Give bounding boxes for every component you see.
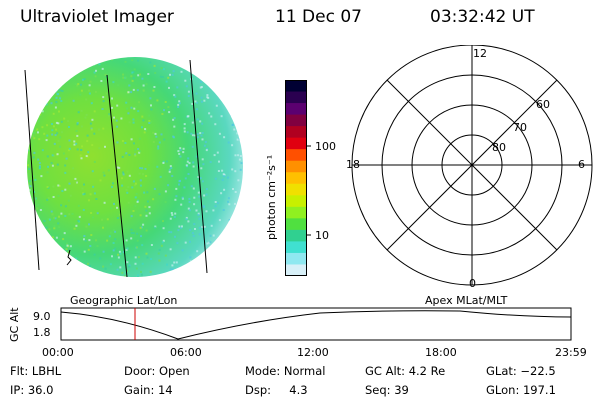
- alt-axis-label: GC Alt: [8, 307, 21, 342]
- coastline-mark: [66, 249, 72, 266]
- mlt-label-18: 18: [346, 158, 360, 171]
- time-tick-2359: 23:59: [555, 346, 587, 359]
- colorbar-segment: [285, 114, 307, 127]
- colorbar-segment: [285, 126, 307, 139]
- apex-panel-label: Apex MLat/MLT: [425, 294, 508, 307]
- image-time: 03:32:42 UT: [430, 7, 535, 27]
- lat-label-80: 80: [492, 141, 506, 154]
- image-date: 11 Dec 07: [275, 7, 362, 27]
- colorbar-segment: [285, 80, 307, 93]
- colorbar-segment: [285, 160, 307, 173]
- colorbar-segment: [285, 172, 307, 185]
- dsp-value: Dsp: 4.3: [245, 383, 308, 397]
- longitude-line: [24, 69, 40, 271]
- colorbar-segment: [285, 137, 307, 150]
- colorbar-tick-10: 10: [315, 229, 329, 242]
- time-tick-1200: 12:00: [297, 346, 329, 359]
- colorbar-segment: [285, 264, 307, 276]
- polar-mlat-mlt-grid: [351, 45, 593, 286]
- gc-alt-value: GC Alt: 4.2 Re: [365, 364, 446, 378]
- colorbar-segment: [285, 241, 307, 254]
- mlt-label-0: 0: [469, 277, 476, 290]
- lat-label-70: 70: [513, 121, 527, 134]
- lat-label-60: 60: [536, 98, 550, 111]
- mode-value: Mode: Normal: [245, 364, 326, 378]
- glon-value: GLon: 197.1: [486, 383, 556, 397]
- colorbar-segment: [285, 252, 307, 265]
- filter-value: Flt: LBHL: [10, 364, 62, 378]
- longitude-line: [106, 74, 128, 278]
- colorbar-segment: [285, 218, 307, 231]
- altitude-curve: [60, 310, 572, 340]
- colorbar-segment: [285, 149, 307, 162]
- colorbar-segment: [285, 195, 307, 208]
- door-value: Door: Open: [124, 364, 190, 378]
- longitude-line: [189, 59, 208, 274]
- time-tick-0600: 06:00: [170, 346, 202, 359]
- alt-y-label-low: 1.8: [33, 326, 51, 339]
- mlt-label-6: 6: [578, 158, 585, 171]
- colorbar-segment: [285, 91, 307, 104]
- geographic-panel-label: Geographic Lat/Lon: [70, 294, 178, 307]
- alt-y-label-high: 9.0: [33, 310, 51, 323]
- colorbar-segment: [285, 103, 307, 116]
- mlt-label-12: 12: [473, 47, 487, 60]
- earth-uv-image: [24, 57, 243, 278]
- colorbar-segment: [285, 206, 307, 219]
- colorbar-segment: [285, 229, 307, 242]
- gain-value: Gain: 14: [124, 383, 173, 397]
- color-scale-bar: [285, 80, 307, 276]
- colorbar-segment: [285, 183, 307, 196]
- seq-value: Seq: 39: [365, 383, 409, 397]
- time-tick-1800: 18:00: [425, 346, 457, 359]
- time-tick-0000: 00:00: [42, 346, 74, 359]
- colorbar-tick-100: 100: [315, 140, 336, 153]
- colorbar-unit-label: photon cm⁻²s⁻¹: [265, 154, 278, 240]
- altitude-plot: [60, 307, 572, 341]
- instrument-title: Ultraviolet Imager: [20, 7, 174, 27]
- glat-value: GLat: −22.5: [486, 364, 556, 378]
- ip-value: IP: 36.0: [10, 383, 54, 397]
